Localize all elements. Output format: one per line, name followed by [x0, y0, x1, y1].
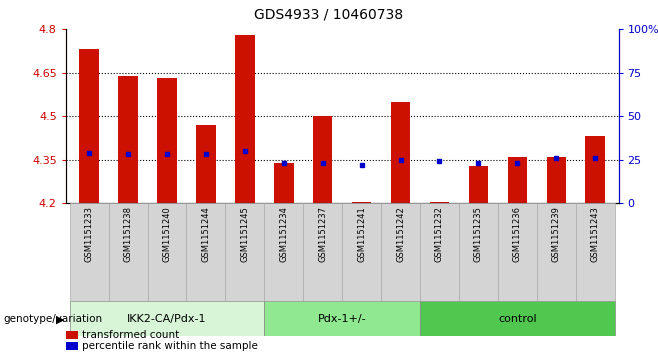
Text: ▶: ▶ — [56, 314, 64, 325]
Text: GSM1151238: GSM1151238 — [124, 206, 132, 262]
Bar — [235, 35, 255, 203]
Bar — [537, 203, 576, 301]
Bar — [66, 331, 78, 339]
Bar — [576, 203, 615, 301]
Text: GSM1151244: GSM1151244 — [201, 206, 211, 262]
Bar — [586, 136, 605, 203]
Text: GSM1151237: GSM1151237 — [318, 206, 327, 262]
Bar — [303, 203, 342, 301]
Bar — [352, 202, 371, 203]
Bar — [196, 125, 216, 203]
Bar — [157, 78, 177, 203]
Bar — [459, 203, 498, 301]
Text: GDS4933 / 10460738: GDS4933 / 10460738 — [255, 7, 403, 21]
Text: GSM1151239: GSM1151239 — [552, 206, 561, 262]
Text: GSM1151234: GSM1151234 — [279, 206, 288, 262]
Text: GSM1151233: GSM1151233 — [85, 206, 93, 262]
Text: Pdx-1+/-: Pdx-1+/- — [318, 314, 367, 323]
Bar — [313, 116, 332, 203]
Text: GSM1151232: GSM1151232 — [435, 206, 444, 262]
Text: GSM1151235: GSM1151235 — [474, 206, 483, 262]
Text: IKK2-CA/Pdx-1: IKK2-CA/Pdx-1 — [127, 314, 207, 323]
Text: genotype/variation: genotype/variation — [3, 314, 103, 325]
Bar — [70, 301, 265, 336]
Text: GSM1151236: GSM1151236 — [513, 206, 522, 262]
Bar — [265, 301, 420, 336]
Text: percentile rank within the sample: percentile rank within the sample — [82, 341, 258, 351]
Bar — [468, 166, 488, 203]
Bar — [391, 102, 411, 203]
Text: transformed count: transformed count — [82, 330, 180, 340]
Bar — [507, 157, 527, 203]
Bar — [381, 203, 420, 301]
Text: control: control — [498, 314, 537, 323]
Text: GSM1151245: GSM1151245 — [240, 206, 249, 262]
Bar — [80, 49, 99, 203]
Bar — [430, 202, 449, 203]
Text: GSM1151240: GSM1151240 — [163, 206, 172, 262]
Bar — [118, 76, 138, 203]
Bar — [70, 203, 109, 301]
Bar — [274, 163, 293, 203]
Bar — [420, 203, 459, 301]
Bar — [147, 203, 186, 301]
Bar — [547, 157, 566, 203]
Bar — [265, 203, 303, 301]
Text: GSM1151242: GSM1151242 — [396, 206, 405, 262]
Bar — [226, 203, 265, 301]
Bar — [186, 203, 226, 301]
Text: GSM1151243: GSM1151243 — [591, 206, 599, 262]
Bar — [420, 301, 615, 336]
Bar — [109, 203, 147, 301]
Bar — [498, 203, 537, 301]
Bar — [66, 342, 78, 350]
Text: GSM1151241: GSM1151241 — [357, 206, 366, 262]
Bar — [342, 203, 381, 301]
